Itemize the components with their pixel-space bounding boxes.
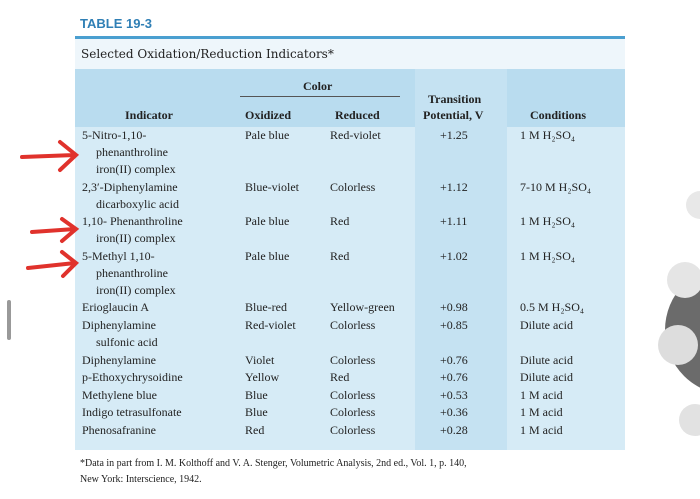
header: Potential, V xyxy=(423,108,484,122)
indicator: iron(II) complex xyxy=(96,162,176,176)
reduced: Colorless xyxy=(330,423,376,437)
arrow xyxy=(20,140,80,172)
reduced: Colorless xyxy=(330,387,376,402)
oxidized: Blue-red xyxy=(245,300,287,315)
header: Transition xyxy=(428,92,482,106)
indicator: phenanthroline xyxy=(96,265,168,280)
indicator: 5-Nitro-1,10- xyxy=(82,128,147,142)
indicator: iron(II) complex xyxy=(96,231,176,246)
potential: +1.25 xyxy=(440,128,468,142)
arrow xyxy=(26,250,80,278)
footnote: *Data in part from I. M. Kolthoff and V.… xyxy=(80,458,467,469)
indicator: 1,10- Phenanthroline xyxy=(82,214,183,229)
conditions: Dilute acid xyxy=(520,352,573,367)
indicator: sulfonic acid xyxy=(96,335,158,349)
oxidized: Yellow xyxy=(245,370,280,385)
reduced: Red xyxy=(330,248,350,263)
table-label: TABLE 19-3 xyxy=(80,16,152,31)
conditions: 1 M H₂SO₄ xyxy=(520,214,576,229)
potential: +0.76 xyxy=(440,352,468,367)
reduced: Yellow-green xyxy=(330,300,395,315)
indicator: 2,3′-Diphenylamine xyxy=(82,179,178,194)
oxidized: Blue xyxy=(245,405,268,420)
indicator: Methylene blue xyxy=(82,387,157,402)
potential-col xyxy=(415,69,507,450)
potential: +1.02 xyxy=(440,248,468,263)
reduced: Red xyxy=(330,214,350,229)
indicator: phenanthroline xyxy=(96,145,168,159)
side-bar xyxy=(7,300,11,340)
header: Reduced xyxy=(335,108,380,122)
reduced: Colorless xyxy=(330,352,376,367)
caption-bg xyxy=(75,39,625,69)
top-rule xyxy=(75,36,625,39)
caption: Selected Oxidation/Reduction Indicators* xyxy=(81,47,334,61)
potential: +0.28 xyxy=(440,423,468,437)
conditions: 1 M H₂SO₄ xyxy=(520,128,576,142)
potential: +0.36 xyxy=(440,405,468,420)
oxidized: Red-violet xyxy=(245,318,296,332)
oxidized: Pale blue xyxy=(245,248,290,263)
potential: +0.98 xyxy=(440,300,468,315)
conditions: 0.5 M H₂SO₄ xyxy=(520,300,585,315)
header: Color xyxy=(303,79,333,93)
conditions: 7-10 M H₂SO₄ xyxy=(520,179,592,194)
indicator: Erioglaucin A xyxy=(82,300,149,315)
header: Indicator xyxy=(125,108,173,122)
header: Conditions xyxy=(530,108,587,122)
potential: +0.85 xyxy=(440,318,468,332)
reduced: Red xyxy=(330,370,350,385)
oxidized: Pale blue xyxy=(245,128,290,142)
indicator: p-Ethoxychrysoidine xyxy=(82,370,183,385)
potential: +0.76 xyxy=(440,370,468,385)
indicator: Indigo tetrasulfonate xyxy=(82,405,182,420)
molecule xyxy=(658,191,700,436)
reduced: Colorless xyxy=(330,318,376,332)
header: Oxidized xyxy=(245,108,292,122)
conditions: 1 M acid xyxy=(520,423,563,437)
conditions: 1 M acid xyxy=(520,405,563,420)
footnote: New York: Interscience, 1942. xyxy=(80,474,202,485)
indicator: dicarboxylic acid xyxy=(96,196,179,211)
indicator: Phenosafranine xyxy=(82,423,156,437)
arrow xyxy=(30,217,80,243)
conditions: 1 M H₂SO₄ xyxy=(520,248,576,263)
conditions: 1 M acid xyxy=(520,387,563,402)
header-bg xyxy=(75,69,625,127)
oxidized: Blue xyxy=(245,387,268,402)
indicator: 5-Methyl 1,10- xyxy=(82,248,155,263)
indicator: iron(II) complex xyxy=(96,282,176,297)
arrows xyxy=(20,140,80,278)
conditions: Dilute acid xyxy=(520,318,573,332)
reduced: Red-violet xyxy=(330,128,381,142)
indicator: Diphenylamine xyxy=(82,352,156,367)
potential: +1.12 xyxy=(440,179,468,194)
oxidized: Red xyxy=(245,423,265,437)
reduced: Colorless xyxy=(330,179,376,194)
oxidized: Pale blue xyxy=(245,214,290,229)
potential: +0.53 xyxy=(440,387,468,402)
conditions: Dilute acid xyxy=(520,370,573,385)
oxidized: Violet xyxy=(245,352,275,367)
indicator: Diphenylamine xyxy=(82,318,156,332)
color-rule xyxy=(240,96,400,97)
potential: +1.11 xyxy=(440,214,468,229)
oxidized: Blue-violet xyxy=(245,179,299,194)
reduced: Colorless xyxy=(330,405,376,420)
